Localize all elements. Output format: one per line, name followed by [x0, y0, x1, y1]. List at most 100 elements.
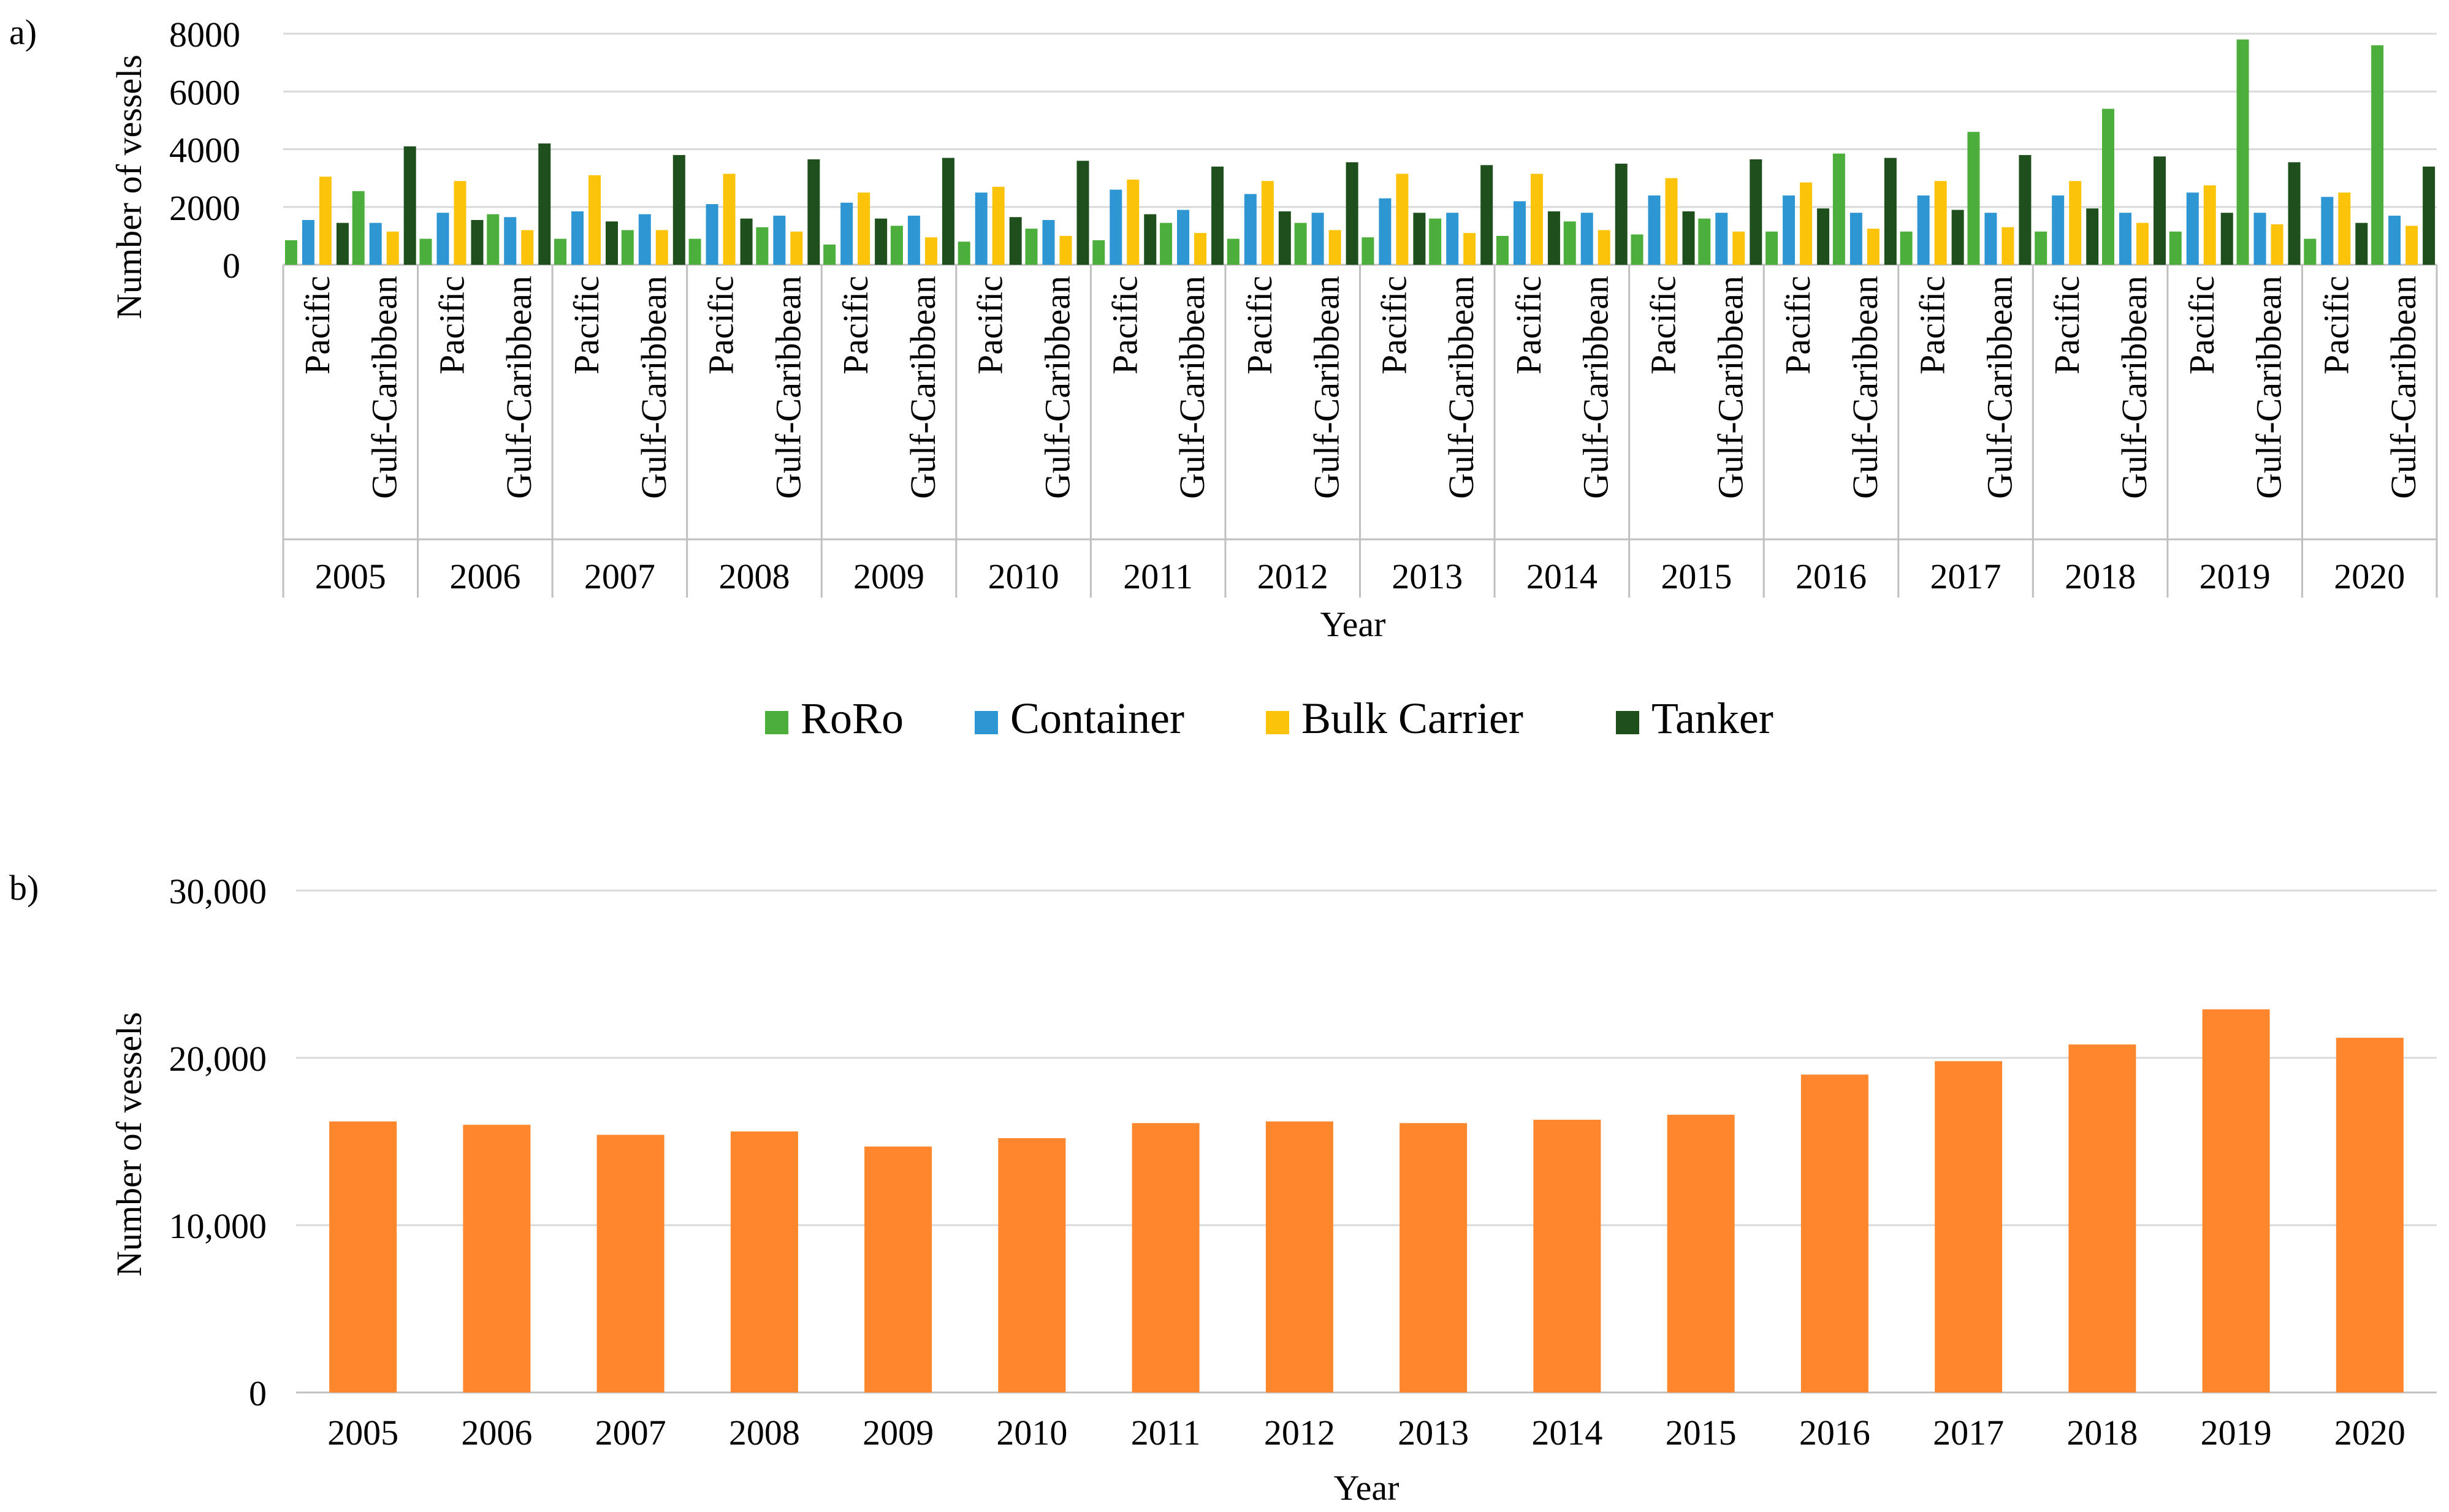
bar-roro-pacific-2020: [2304, 238, 2317, 265]
region-label-pacific: Pacific: [566, 276, 606, 374]
bar-tanker-pacific-2019: [2220, 213, 2233, 265]
bar-total-2016: [1800, 1074, 1868, 1392]
region-label-gulf-caribbean: Gulf-Caribbean: [1576, 276, 1616, 499]
bar-roro-gulf-caribbean-2019: [2236, 39, 2249, 265]
bar-tanker-gulf-caribbean-2006: [538, 143, 551, 265]
y-tick-label: 2000: [169, 188, 240, 228]
bar-container-gulf-caribbean-2012: [1311, 213, 1324, 265]
x-tick-label: 2010: [996, 1413, 1067, 1453]
x-tick-label: 2009: [863, 1413, 934, 1453]
legend-item-bulk-carrier: Bulk Carrier: [1266, 694, 1523, 743]
bar-roro-pacific-2013: [1362, 237, 1374, 265]
bar-roro-gulf-caribbean-2017: [1967, 132, 1980, 265]
x-tick-label: 2013: [1398, 1413, 1469, 1453]
bar-container-gulf-caribbean-2010: [1042, 219, 1055, 265]
bar-roro-pacific-2008: [688, 238, 701, 265]
bar-bulk-carrier-pacific-2009: [858, 192, 870, 265]
bar-tanker-gulf-caribbean-2015: [1750, 159, 1762, 265]
region-label-pacific: Pacific: [1374, 276, 1414, 374]
region-label-pacific: Pacific: [1509, 276, 1548, 374]
year-label: 2017: [1930, 557, 2001, 596]
bar-roro-pacific-2007: [554, 238, 567, 265]
bar-container-pacific-2007: [571, 211, 584, 265]
region-label-gulf-caribbean: Gulf-Caribbean: [1710, 276, 1750, 499]
bar-tanker-pacific-2020: [2355, 222, 2368, 265]
bar-roro-pacific-2012: [1227, 238, 1240, 265]
bar-bulk-carrier-pacific-2015: [1665, 178, 1678, 265]
bar-tanker-gulf-caribbean-2020: [2423, 166, 2436, 265]
bar-container-gulf-caribbean-2005: [369, 222, 382, 265]
bar-total-2008: [730, 1131, 798, 1392]
bar-container-pacific-2013: [1379, 198, 1392, 265]
y-axis-title: Number of vessels: [109, 55, 149, 319]
bar-container-pacific-2016: [1783, 195, 1796, 265]
bar-roro-gulf-caribbean-2012: [1294, 222, 1307, 265]
region-label-pacific: Pacific: [1778, 276, 1818, 374]
bar-container-pacific-2020: [2321, 197, 2334, 265]
bar-container-gulf-caribbean-2019: [2253, 213, 2266, 265]
bar-bulk-carrier-pacific-2020: [2338, 192, 2351, 265]
year-label: 2009: [853, 557, 924, 596]
y-tick-label: 4000: [169, 131, 240, 170]
bar-container-gulf-caribbean-2015: [1715, 213, 1728, 265]
bar-bulk-carrier-gulf-caribbean-2014: [1598, 230, 1610, 265]
region-label-pacific: Pacific: [432, 276, 471, 374]
bar-total-2013: [1400, 1123, 1468, 1392]
bar-total-2009: [864, 1146, 932, 1392]
bar-total-2020: [2336, 1038, 2404, 1392]
bar-tanker-pacific-2013: [1413, 213, 1426, 265]
bar-tanker-pacific-2011: [1144, 214, 1157, 265]
bar-roro-gulf-caribbean-2015: [1698, 218, 1711, 265]
bar-tanker-gulf-caribbean-2014: [1615, 164, 1628, 265]
bar-roro-gulf-caribbean-2020: [2371, 45, 2384, 265]
bar-roro-pacific-2014: [1496, 235, 1509, 265]
bar-roro-gulf-caribbean-2006: [487, 214, 500, 265]
region-label-pacific: Pacific: [2316, 276, 2356, 374]
x-tick-label: 2015: [1666, 1413, 1737, 1453]
x-tick-label: 2008: [729, 1413, 800, 1453]
bar-tanker-gulf-caribbean-2013: [1480, 165, 1493, 265]
region-label-pacific: Pacific: [970, 276, 1010, 374]
legend-swatch-bulk-carrier: [1266, 711, 1289, 734]
x-tick-label: 2016: [1799, 1413, 1870, 1453]
year-label: 2010: [988, 557, 1059, 596]
bar-roro-gulf-caribbean-2014: [1563, 221, 1576, 265]
bar-bulk-carrier-gulf-caribbean-2007: [655, 230, 668, 265]
region-label-pacific: Pacific: [1913, 276, 1952, 374]
y-tick-label: 20,000: [169, 1039, 267, 1079]
legend-label: RoRo: [801, 694, 904, 743]
bar-bulk-carrier-pacific-2012: [1261, 181, 1274, 265]
region-label-pacific: Pacific: [836, 276, 875, 374]
bar-roro-gulf-caribbean-2018: [2101, 108, 2114, 265]
region-label-gulf-caribbean: Gulf-Caribbean: [499, 276, 539, 499]
region-label-gulf-caribbean: Gulf-Caribbean: [1979, 276, 2019, 499]
y-tick-label: 0: [223, 246, 240, 286]
region-label-gulf-caribbean: Gulf-Caribbean: [2114, 276, 2154, 499]
bar-total-2014: [1533, 1120, 1601, 1392]
bar-container-gulf-caribbean-2013: [1446, 213, 1459, 265]
bar-bulk-carrier-gulf-caribbean-2017: [2001, 227, 2014, 265]
bar-roro-gulf-caribbean-2011: [1160, 222, 1173, 265]
bar-roro-pacific-2010: [958, 241, 970, 265]
bar-bulk-carrier-pacific-2013: [1396, 173, 1409, 265]
bar-bulk-carrier-pacific-2007: [588, 175, 601, 265]
bar-roro-pacific-2016: [1765, 231, 1778, 265]
bar-tanker-gulf-caribbean-2010: [1076, 161, 1089, 265]
bar-container-gulf-caribbean-2016: [1849, 213, 1862, 265]
bar-container-pacific-2006: [436, 213, 449, 265]
bar-container-pacific-2017: [1917, 195, 1930, 265]
y-tick-label: 6000: [169, 72, 240, 112]
year-label: 2019: [2200, 557, 2271, 596]
x-tick-label: 2017: [1933, 1413, 2004, 1453]
bar-roro-pacific-2006: [419, 238, 432, 265]
bar-container-pacific-2005: [302, 219, 314, 265]
bar-container-pacific-2009: [840, 202, 853, 265]
year-label: 2011: [1123, 557, 1193, 596]
legend-label: Container: [1010, 694, 1184, 743]
bar-tanker-pacific-2012: [1278, 211, 1291, 265]
bar-tanker-gulf-caribbean-2009: [942, 158, 954, 265]
bar-container-pacific-2011: [1110, 189, 1122, 265]
bar-tanker-gulf-caribbean-2011: [1211, 166, 1224, 265]
panel-a-label: a): [9, 12, 37, 52]
bar-roro-pacific-2005: [284, 240, 297, 265]
